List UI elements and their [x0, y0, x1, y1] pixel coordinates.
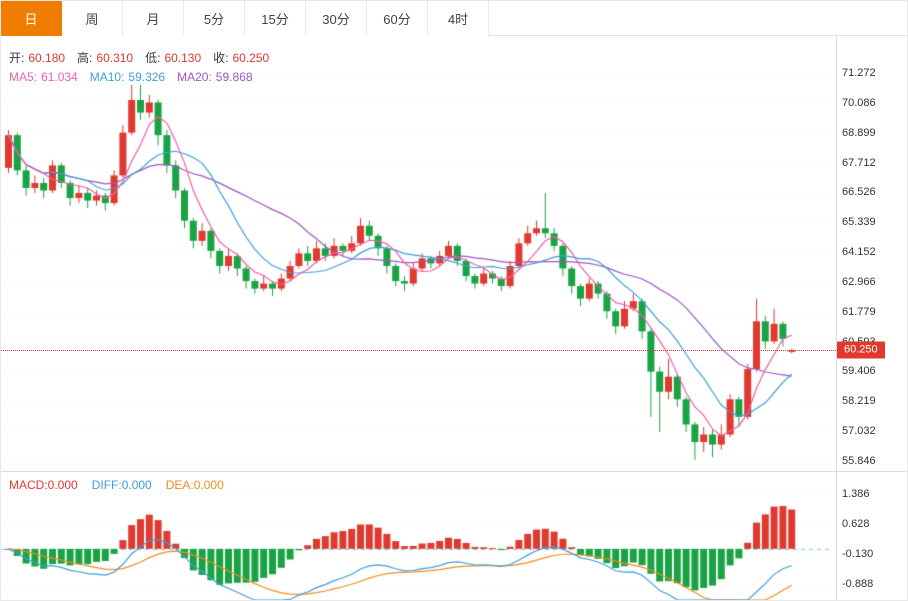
- legend-item: 高: 60.310: [77, 51, 133, 65]
- legend-value: 0.000: [193, 478, 224, 492]
- price-axis-label: 68.899: [842, 126, 876, 139]
- legend-value: 60.250: [232, 51, 270, 65]
- legend-item: MA20: 59.868: [177, 70, 252, 84]
- legend-label: DEA:: [165, 478, 194, 492]
- tab-15分[interactable]: 15分: [245, 1, 306, 36]
- legend-label: DIFF:: [91, 478, 122, 492]
- price-axis-label: 66.526: [842, 186, 876, 199]
- price-axis-label: 67.712: [842, 156, 876, 169]
- macd-chart-canvas[interactable]: [1, 472, 836, 600]
- current-price-line: [1, 350, 836, 351]
- current-price-badge: 60.250: [837, 341, 885, 359]
- tab-30分[interactable]: 30分: [306, 1, 367, 36]
- macd-axis-label: 1.386: [842, 488, 870, 500]
- legend-item: MA5: 61.034: [9, 70, 78, 84]
- timeframe-tabbar: 日周月 5分 15分 30分 60分 4时: [1, 1, 907, 36]
- legend-label: MA10:: [89, 70, 125, 84]
- legend-value: 60.180: [28, 51, 66, 65]
- y-axis-border: [836, 36, 837, 600]
- candlestick-chart-canvas[interactable]: [1, 36, 836, 471]
- price-axis-label: 59.406: [842, 365, 876, 378]
- legend-item: 低: 60.130: [145, 51, 201, 65]
- tab-月[interactable]: 月: [123, 1, 184, 36]
- legend-item: DIFF:0.000: [92, 478, 152, 492]
- ohlc-legend: 开: 60.180 高: 60.310 低: 60.130 收: 60.250: [9, 49, 281, 66]
- legend-value: 60.130: [164, 51, 202, 65]
- legend-value: 59.326: [128, 70, 166, 84]
- tab-4时[interactable]: 4时: [428, 1, 489, 36]
- tab-60分[interactable]: 60分: [367, 1, 428, 36]
- legend-value: 0.000: [47, 478, 78, 492]
- macd-axis-label: -0.888: [842, 578, 874, 590]
- legend-label: MA20:: [177, 70, 212, 84]
- tab-周[interactable]: 周: [62, 1, 123, 36]
- macd-legend: MACD:0.000 DIFF:0.000 DEA:0.000: [9, 478, 238, 492]
- legend-label: 收:: [213, 51, 229, 65]
- price-axis-label: 65.339: [842, 216, 876, 229]
- legend-label: MACD:: [9, 478, 48, 492]
- legend-value: 60.310: [96, 51, 134, 65]
- legend-label: 开:: [9, 51, 25, 65]
- legend-value: 59.868: [215, 70, 253, 84]
- price-axis-label: 57.032: [842, 425, 876, 438]
- price-axis-label: 61.779: [842, 305, 876, 318]
- tab-日[interactable]: 日: [1, 1, 62, 36]
- legend-item: 收: 60.250: [213, 51, 269, 65]
- price-axis-label: 55.846: [842, 455, 876, 467]
- legend-label: 低:: [145, 51, 161, 65]
- price-axis-label: 71.272: [842, 67, 876, 79]
- legend-value: 61.034: [41, 70, 78, 84]
- price-axis-label: 62.966: [842, 275, 876, 288]
- macd-axis-label: -0.130: [842, 548, 874, 560]
- macd-panel: MACD:0.000 DIFF:0.000 DEA:0.000 1.386 0.628…: [1, 471, 907, 600]
- current-price-value: 60.250: [844, 343, 878, 356]
- price-axis-label: 70.086: [842, 96, 876, 109]
- ma-legend: MA5: 61.034 MA10: 59.326 MA20: 59.868: [9, 70, 265, 84]
- legend-item: 开: 60.180: [9, 51, 65, 65]
- price-axis-label: 64.152: [842, 246, 876, 259]
- legend-item: DEA:0.000: [166, 478, 224, 492]
- price-axis-label: 58.219: [842, 395, 876, 408]
- macd-axis-label: 0.628: [842, 518, 870, 530]
- tab-5分[interactable]: 5分: [184, 1, 245, 36]
- legend-value: 0.000: [121, 478, 152, 492]
- legend-label: MA5:: [9, 70, 38, 84]
- legend-item: MACD:0.000: [9, 478, 78, 492]
- legend-item: MA10: 59.326: [90, 70, 165, 84]
- legend-label: 高:: [77, 51, 93, 65]
- candlestick-panel: 开: 60.180 高: 60.310 低: 60.130 收: 60.250 MA5: 61.…: [1, 36, 907, 471]
